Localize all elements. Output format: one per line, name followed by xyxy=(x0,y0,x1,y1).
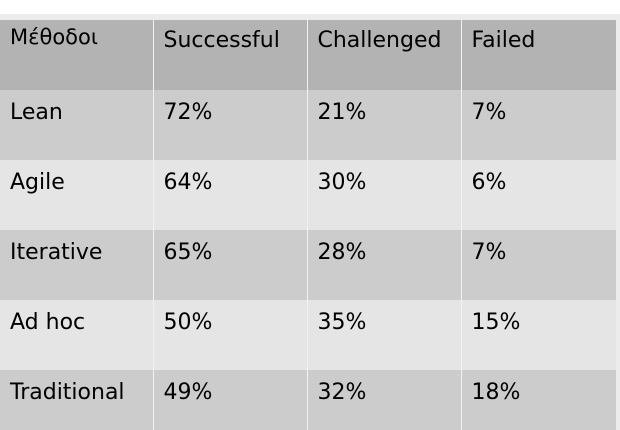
cell-method: Iterative xyxy=(0,230,154,300)
cell-challenged: 35% xyxy=(307,300,462,370)
header-failed: Failed xyxy=(471,28,536,53)
cell-method: Traditional xyxy=(0,370,154,430)
cell-challenged: 21% xyxy=(307,90,462,160)
cell-failed: 7% xyxy=(471,100,507,125)
cell-successful: 64% xyxy=(153,160,308,230)
cell-challenged: 30% xyxy=(307,160,462,230)
table-row: Lean 72% 21% 7% xyxy=(0,90,616,160)
cell-method: Ad hoc xyxy=(0,300,154,370)
header-row: Μέθοδοι Successful Challenged Failed xyxy=(0,20,616,90)
cell-failed: 6% xyxy=(471,170,507,195)
cell-successful: 49% xyxy=(153,370,308,430)
cell-successful: 65% xyxy=(153,230,308,300)
cell-failed: 18% xyxy=(471,380,521,405)
cell-successful: 72% xyxy=(153,90,308,160)
cell-method: Lean xyxy=(0,90,154,160)
cell-successful: 50% xyxy=(153,300,308,370)
header-challenged: Challenged xyxy=(307,20,462,90)
table-container: Μέθοδοι Successful Challenged Failed Lea… xyxy=(0,14,620,430)
cell-challenged: 28% xyxy=(307,230,462,300)
table-row: Traditional 49% 32% 18% xyxy=(0,370,616,430)
cell-challenged: 32% xyxy=(307,370,462,430)
header-methods: Μέθοδοι xyxy=(0,20,154,90)
table-row: Agile 64% 30% 6% xyxy=(0,160,616,230)
cell-failed: 15% xyxy=(471,310,521,335)
table-row: Ad hoc 50% 35% 15% xyxy=(0,300,616,370)
header-successful: Successful xyxy=(153,20,308,90)
cell-failed: 7% xyxy=(471,240,507,265)
cell-method: Agile xyxy=(0,160,154,230)
methods-table: Μέθοδοι Successful Challenged Failed Lea… xyxy=(0,20,616,430)
table-row: Iterative 65% 28% 7% xyxy=(0,230,616,300)
